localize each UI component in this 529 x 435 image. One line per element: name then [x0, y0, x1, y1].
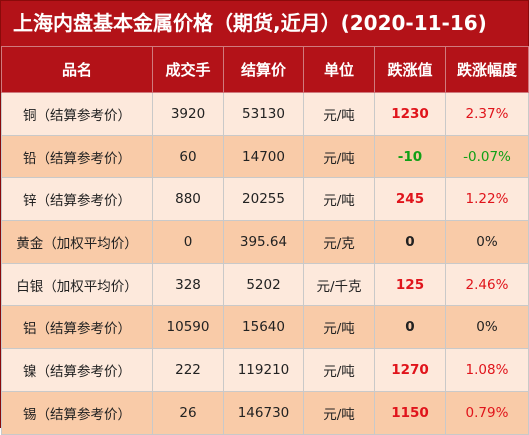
header-price: 结算价: [223, 46, 304, 93]
cell-change: -10: [374, 134, 446, 179]
cell-unit: 元/吨: [303, 348, 375, 392]
cell-pct: 1.22%: [445, 177, 529, 222]
cell-change: 1230: [374, 92, 446, 136]
cell-pct: 2.37%: [445, 92, 529, 136]
cell-unit: 元/吨: [303, 134, 375, 179]
cell-price: 14700: [223, 134, 304, 179]
header-volume: 成交手: [152, 46, 224, 93]
metal-price-table: 品名 成交手 结算价 单位 跌涨值 跌涨幅度 铜（结算参考价） 3920 53130…: [1, 46, 529, 435]
cell-pct: -0.07%: [445, 134, 529, 179]
header-pct: 跌涨幅度: [445, 46, 529, 93]
header-change: 跌涨值: [374, 46, 446, 93]
cell-volume: 222: [152, 348, 224, 392]
table-row: 镍（结算参考价） 222 119210 元/吨 1270 1.08%: [1, 348, 529, 392]
cell-name: 锡（结算参考价）: [1, 390, 153, 435]
table-header-row: 品名 成交手 结算价 单位 跌涨值 跌涨幅度: [1, 46, 529, 93]
cell-unit: 元/克: [303, 220, 375, 264]
cell-change: 0: [374, 305, 446, 350]
cell-name: 铜（结算参考价）: [1, 92, 153, 136]
table-row: 铜（结算参考价） 3920 53130 元/吨 1230 2.37%: [1, 92, 529, 136]
cell-price: 5202: [223, 262, 304, 307]
cell-volume: 328: [152, 262, 224, 307]
table-row: 白银（加权平均价） 328 5202 元/千克 125 2.46%: [1, 262, 529, 307]
cell-price: 53130: [223, 92, 304, 136]
header-unit: 单位: [303, 46, 375, 93]
cell-change: 0: [374, 220, 446, 264]
cell-name: 白银（加权平均价）: [1, 262, 153, 307]
table-row: 铝（结算参考价） 10590 15640 元/吨 0 0%: [1, 305, 529, 350]
cell-name: 镍（结算参考价）: [1, 348, 153, 392]
cell-unit: 元/吨: [303, 177, 375, 222]
cell-pct: 0%: [445, 220, 529, 264]
cell-name: 锌（结算参考价）: [1, 177, 153, 222]
cell-change: 1270: [374, 348, 446, 392]
cell-pct: 0%: [445, 305, 529, 350]
cell-name: 黄金（加权平均价）: [1, 220, 153, 264]
cell-change: 125: [374, 262, 446, 307]
table-row: 铅（结算参考价） 60 14700 元/吨 -10 -0.07%: [1, 134, 529, 179]
cell-price: 15640: [223, 305, 304, 350]
table-body: 铜（结算参考价） 3920 53130 元/吨 1230 2.37% 铅（结算参考价） 60 1…: [1, 92, 529, 435]
cell-volume: 880: [152, 177, 224, 222]
cell-pct: 0.79%: [445, 390, 529, 435]
table-row: 黄金（加权平均价） 0 395.64 元/克 0 0%: [1, 220, 529, 264]
cell-name: 铝（结算参考价）: [1, 305, 153, 350]
table-row: 锌（结算参考价） 880 20255 元/吨 245 1.22%: [1, 177, 529, 222]
header-name: 品名: [1, 46, 153, 93]
cell-volume: 60: [152, 134, 224, 179]
cell-unit: 元/吨: [303, 92, 375, 136]
cell-pct: 1.08%: [445, 348, 529, 392]
cell-name: 铅（结算参考价）: [1, 134, 153, 179]
cell-price: 119210: [223, 348, 304, 392]
cell-price: 20255: [223, 177, 304, 222]
cell-change: 245: [374, 177, 446, 222]
cell-pct: 2.46%: [445, 262, 529, 307]
cell-volume: 3920: [152, 92, 224, 136]
page-title: 上海内盘基本金属价格（期货,近月）(2020-11-16): [1, 1, 528, 46]
cell-unit: 元/千克: [303, 262, 375, 307]
cell-volume: 10590: [152, 305, 224, 350]
cell-volume: 0: [152, 220, 224, 264]
cell-price: 395.64: [223, 220, 304, 264]
table-row: 锡（结算参考价） 26 146730 元/吨 1150 0.79%: [1, 390, 529, 435]
cell-unit: 元/吨: [303, 305, 375, 350]
cell-change: 1150: [374, 390, 446, 435]
